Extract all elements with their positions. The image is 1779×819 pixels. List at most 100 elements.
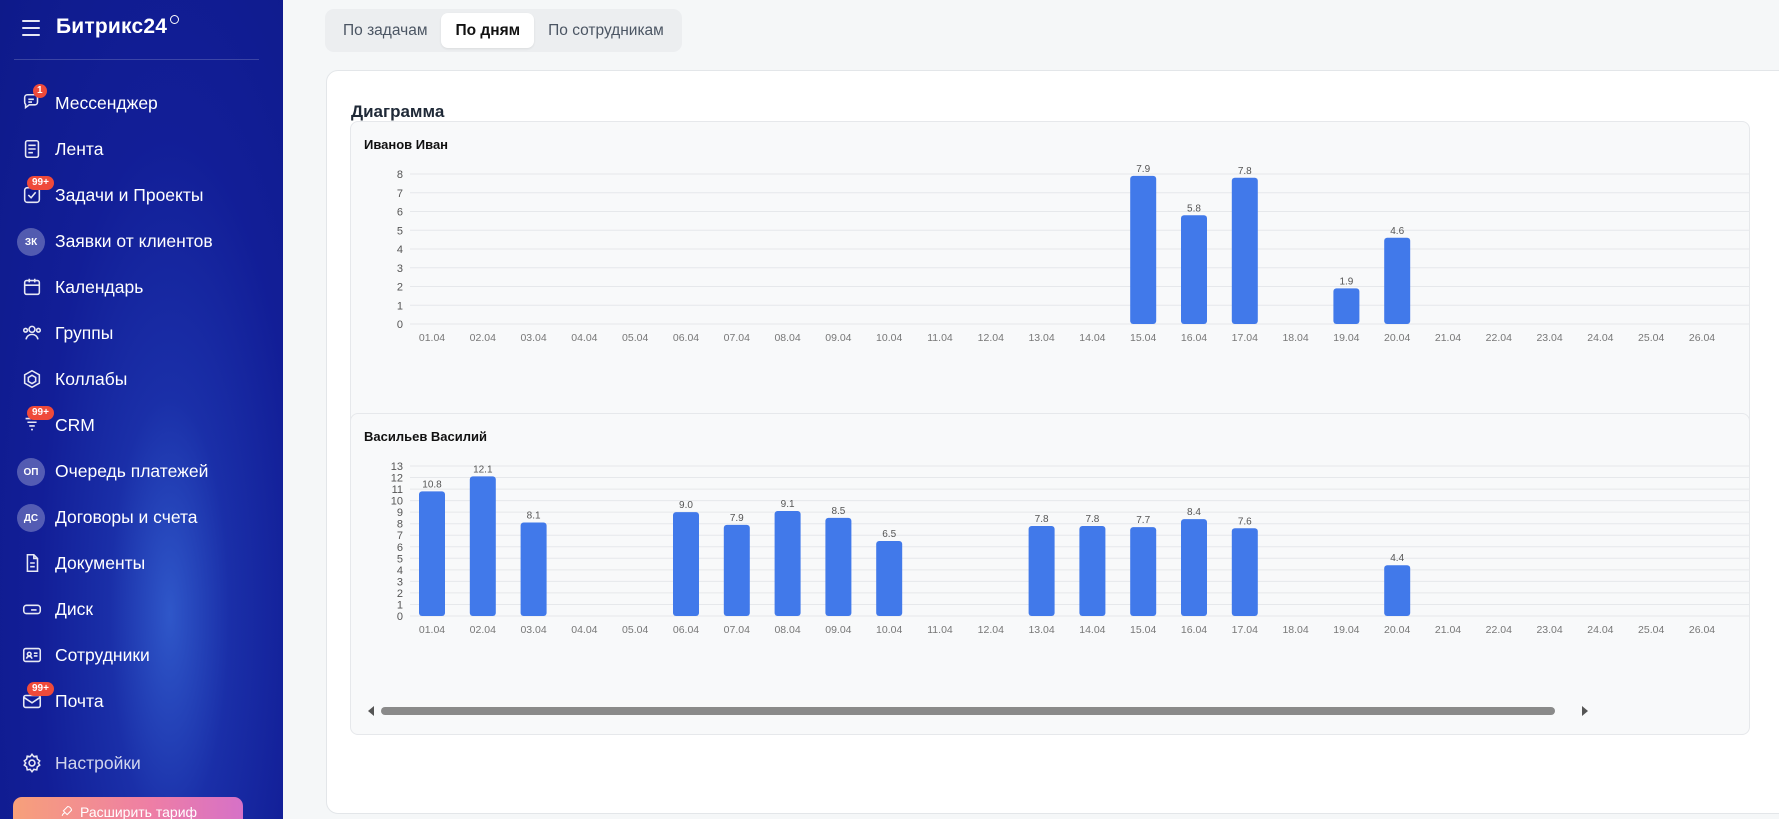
x-tick-label: 06.04: [673, 332, 699, 344]
x-tick-label: 04.04: [571, 332, 597, 344]
logo[interactable]: Битрикс24: [56, 15, 180, 39]
collabs-icon: [20, 367, 44, 391]
sidebar-item-abbr-3[interactable]: ЗК Заявки от клиентов: [0, 218, 283, 264]
data-label: 7.9: [1136, 164, 1150, 175]
data-label: 1.9: [1339, 276, 1353, 287]
x-tick-label: 12.04: [978, 332, 1004, 344]
x-tick-label: 23.04: [1536, 624, 1562, 636]
data-label: 7.8: [1238, 166, 1252, 177]
calendar-icon: [20, 275, 44, 299]
chart-title: Иванов Иван: [364, 137, 449, 152]
x-tick-label: 03.04: [520, 332, 546, 344]
x-tick-label: 14.04: [1079, 624, 1105, 636]
scrollbar-thumb[interactable]: [381, 707, 1555, 715]
bar: [1130, 527, 1157, 616]
data-label: 10.8: [422, 479, 442, 490]
x-tick-label: 24.04: [1587, 624, 1613, 636]
sidebar-item-label: Календарь: [55, 277, 144, 297]
abbr-avatar: ЗК: [17, 228, 45, 256]
chart-panel-1: Иванов Иван 0 1 2 3 4 5 6 7 8 01.04 02.04 03.04 04.0…: [350, 121, 1750, 443]
sidebar-item-mail[interactable]: Почта 99+: [0, 678, 283, 724]
counter-badge: 1: [33, 84, 47, 98]
bar: [520, 522, 547, 616]
bar: [876, 541, 903, 616]
upgrade-tariff-button[interactable]: Расширить тариф: [13, 797, 243, 819]
sidebar-item-tasks[interactable]: Задачи и Проекты 99+: [0, 172, 283, 218]
sidebar-item-calendar[interactable]: Календарь: [0, 264, 283, 310]
sidebar-item-abbr-9[interactable]: ДС Договоры и счета: [0, 494, 283, 540]
sidebar-item-groups[interactable]: Группы: [0, 310, 283, 356]
y-tick-label: 3: [397, 263, 403, 275]
x-tick-label: 10.04: [876, 332, 902, 344]
y-tick-label: 12: [391, 473, 403, 485]
x-tick-label: 09.04: [825, 624, 851, 636]
x-tick-label: 19.04: [1333, 332, 1359, 344]
sidebar-item-label: Документы: [55, 553, 146, 573]
x-tick-label: 02.04: [470, 624, 496, 636]
bar: [469, 476, 496, 616]
sidebar-item-label: Очередь платежей: [55, 461, 209, 481]
sidebar: Битрикс24 Мессенджер 1 Лента Задачи и Проек…: [0, 0, 283, 819]
scroll-left-arrow-icon[interactable]: [368, 706, 374, 716]
x-tick-label: 20.04: [1384, 624, 1410, 636]
feed-icon: [20, 137, 44, 161]
x-tick-label: 01.04: [419, 624, 445, 636]
x-tick-label: 13.04: [1028, 624, 1054, 636]
x-tick-label: 26.04: [1689, 332, 1715, 344]
logo-text: Битрикс24: [56, 15, 168, 38]
x-tick-label: 15.04: [1130, 332, 1156, 344]
sidebar-item-disk[interactable]: Диск: [0, 586, 283, 632]
data-label: 7.8: [1035, 514, 1049, 525]
data-label: 4.4: [1390, 553, 1404, 564]
sidebar-item-feed[interactable]: Лента: [0, 126, 283, 172]
chart-scrollbar[interactable]: [368, 706, 1608, 720]
menu-icon[interactable]: [22, 20, 40, 36]
data-label: 7.8: [1085, 514, 1099, 525]
x-tick-label: 14.04: [1079, 332, 1105, 344]
sidebar-item-employees[interactable]: Сотрудники: [0, 632, 283, 678]
x-tick-label: 19.04: [1333, 624, 1359, 636]
tab-2[interactable]: По сотрудникам: [548, 21, 664, 39]
data-label: 4.6: [1390, 226, 1404, 237]
sidebar-item-settings[interactable]: Настройки: [0, 740, 283, 786]
sidebar-item-label: Лента: [55, 139, 104, 159]
tab-0[interactable]: По задачам: [343, 21, 428, 39]
messenger-icon: [20, 91, 44, 115]
chart-panel-2: Васильев Василий 0 1 2 3 4 5 6 7 8 9 10 11 12 13 01.04…: [350, 413, 1750, 735]
sidebar-item-label: CRM: [55, 415, 95, 435]
y-tick-label: 5: [397, 225, 403, 237]
bar: [1333, 288, 1360, 324]
counter-badge: 99+: [27, 406, 54, 420]
x-tick-label: 20.04: [1384, 332, 1410, 344]
data-label: 8.1: [527, 511, 541, 522]
y-tick-label: 0: [397, 611, 403, 623]
x-tick-label: 11.04: [927, 332, 953, 344]
bar: [774, 511, 801, 616]
scroll-right-arrow-icon[interactable]: [1582, 706, 1588, 716]
y-tick-label: 7: [397, 188, 403, 200]
x-tick-label: 17.04: [1232, 332, 1258, 344]
sidebar-item-label: Договоры и счета: [55, 507, 198, 527]
sidebar-item-abbr-8[interactable]: ОП Очередь платежей: [0, 448, 283, 494]
sidebar-item-crm[interactable]: CRM 99+: [0, 402, 283, 448]
sidebar-item-messenger[interactable]: Мессенджер 1: [0, 80, 283, 126]
x-tick-label: 22.04: [1486, 624, 1512, 636]
bar: [1384, 237, 1411, 324]
x-tick-label: 08.04: [774, 624, 800, 636]
bar: [673, 512, 699, 616]
data-label: 9.0: [679, 500, 693, 511]
main-area: По задачам По дням По сотрудникам Диаграмм…: [283, 0, 1779, 819]
sidebar-item-documents[interactable]: Документы: [0, 540, 283, 586]
clock-icon: [170, 15, 180, 24]
x-tick-label: 21.04: [1435, 332, 1461, 344]
y-tick-label: 9: [397, 507, 403, 519]
y-tick-label: 1: [397, 300, 403, 312]
sidebar-header: Битрикс24: [14, 0, 259, 60]
sidebar-item-label: Коллабы: [55, 369, 128, 389]
sidebar-item-collabs[interactable]: Коллабы: [0, 356, 283, 402]
bar-chart: 0 1 2 3 4 5 6 7 8 01.04 02.04 03.04 04.04 05.04 06.04 0…: [397, 164, 1749, 344]
tab-1[interactable]: По дням: [441, 13, 535, 48]
bar: [1231, 528, 1258, 616]
sidebar-item-label: Мессенджер: [55, 93, 158, 113]
bar: [1181, 215, 1207, 324]
